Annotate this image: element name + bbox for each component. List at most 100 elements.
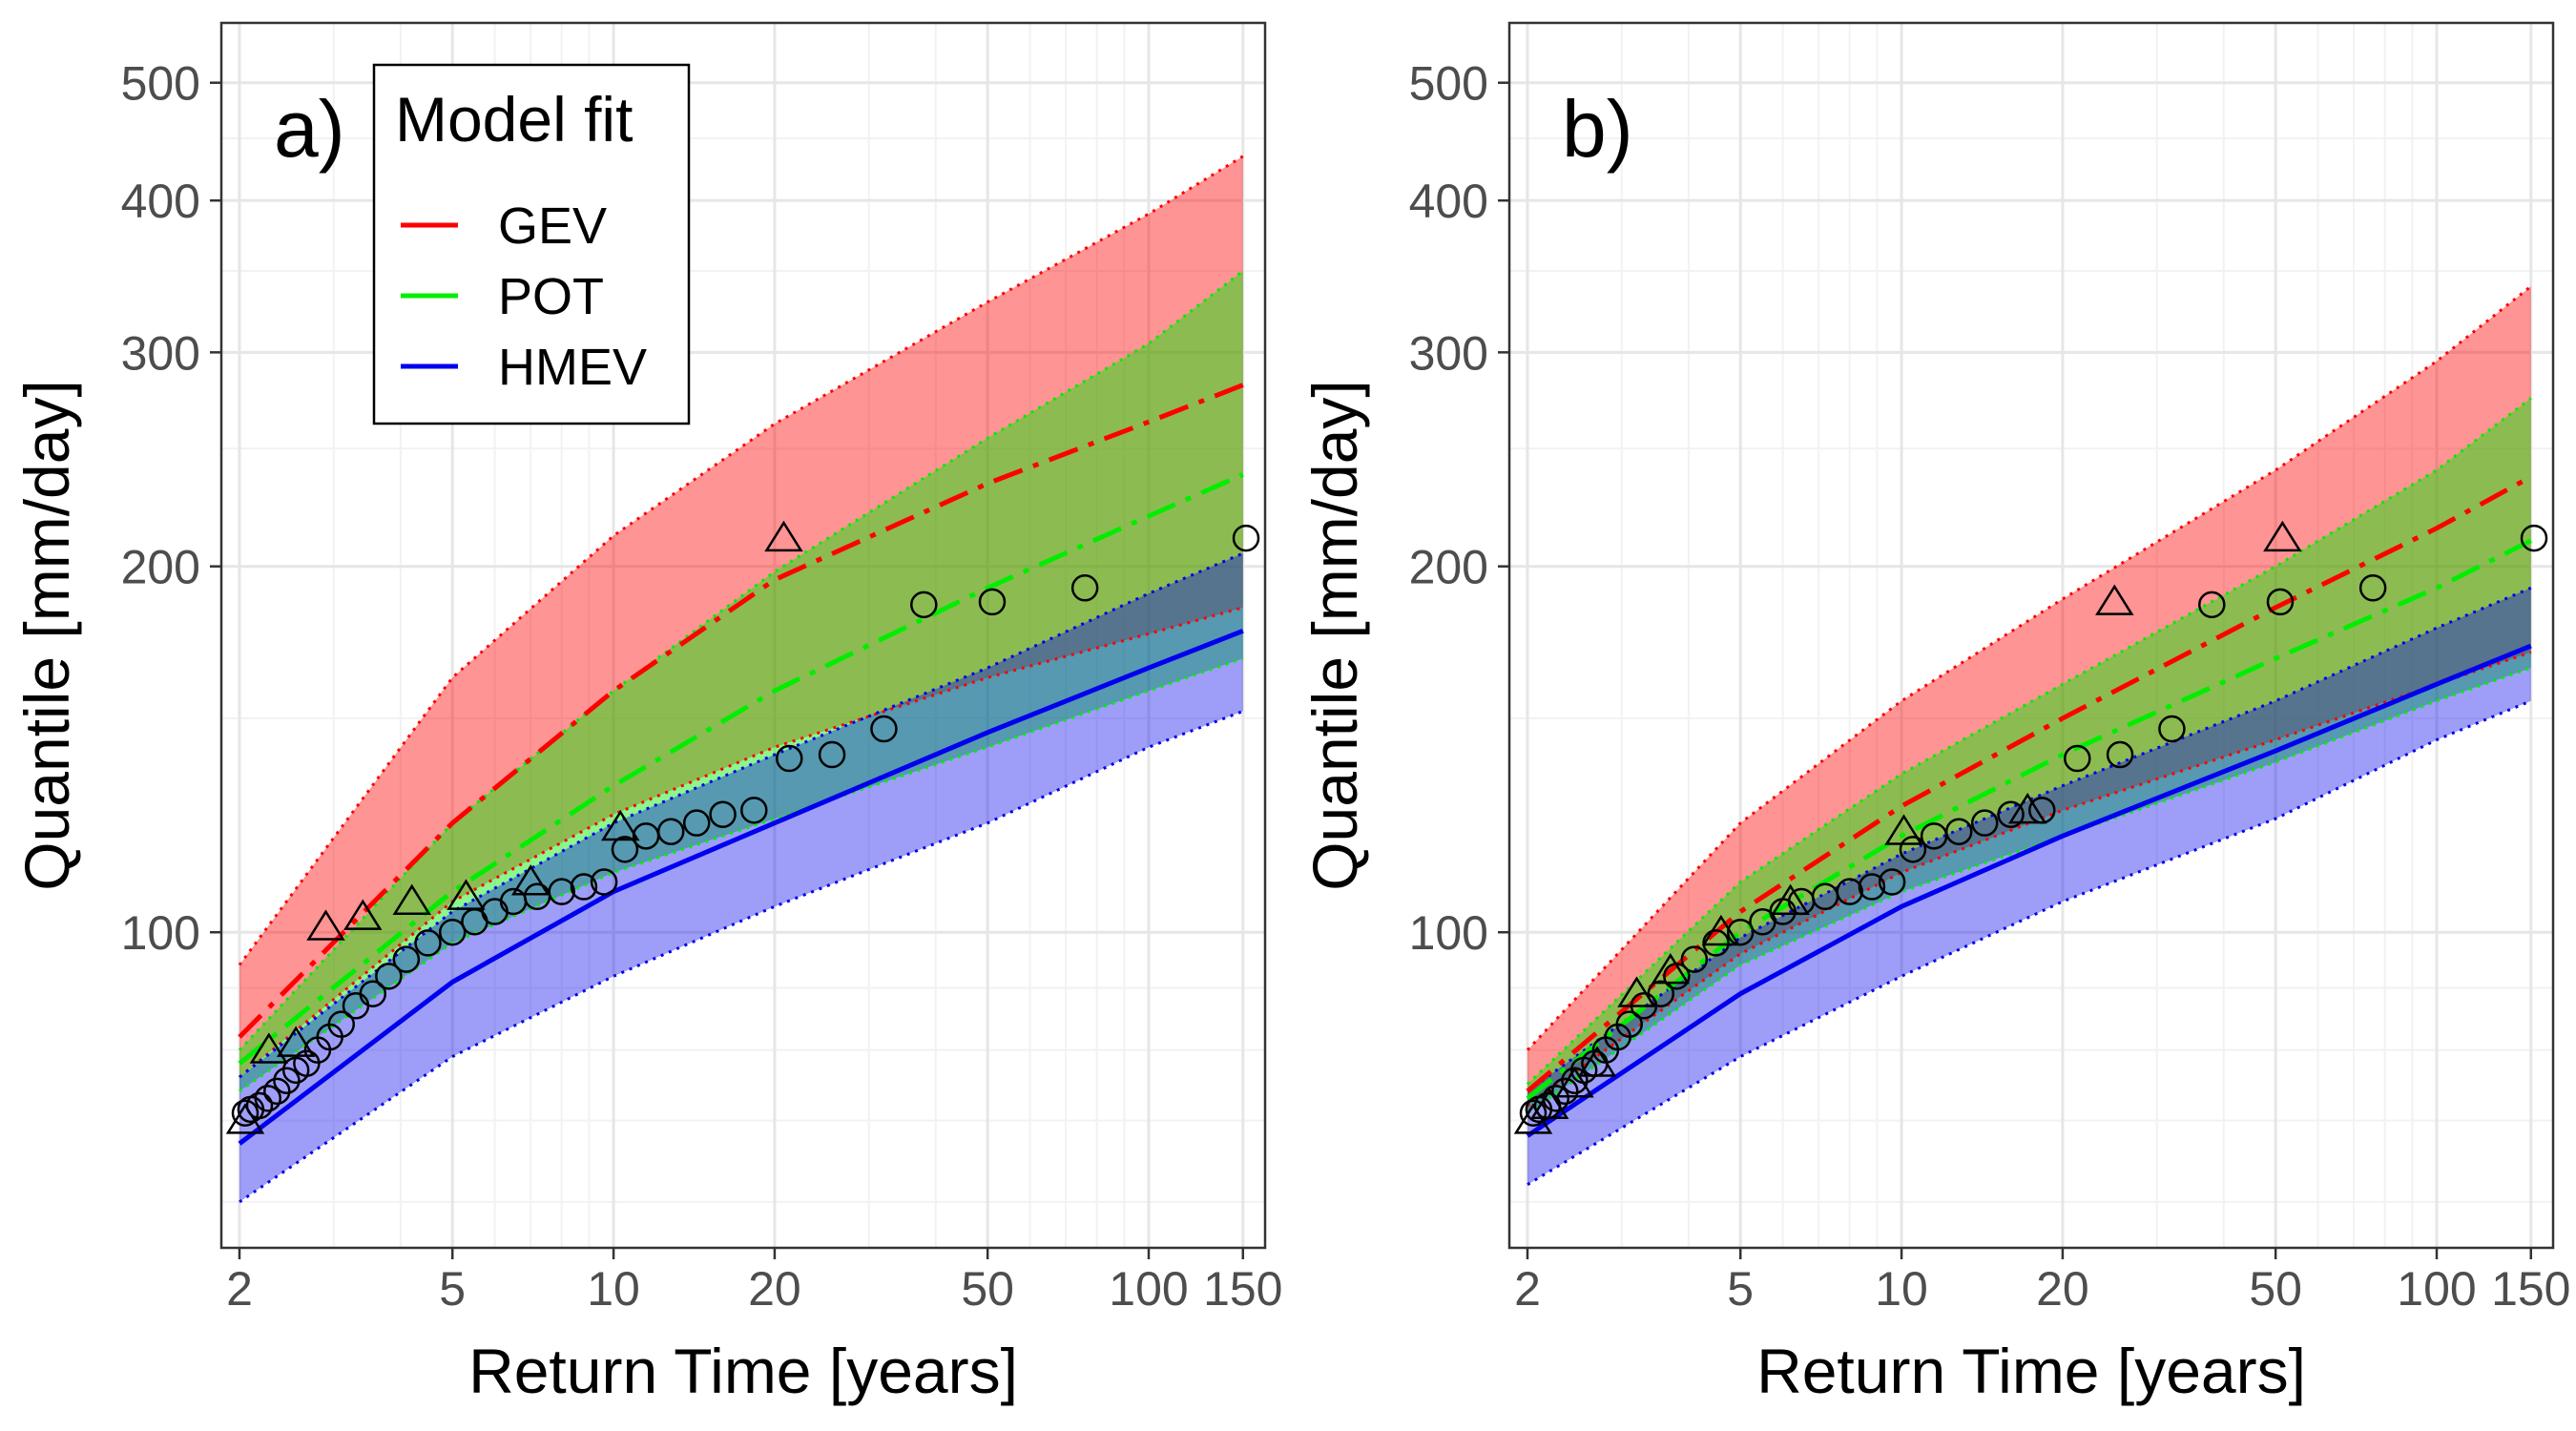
ribbon-pot bbox=[1527, 398, 2531, 1113]
observation-triangle bbox=[1529, 1088, 1569, 1120]
x-tick-label: 100 bbox=[1109, 1262, 1188, 1316]
x-tick-label: 20 bbox=[2036, 1262, 2089, 1316]
x-tick-label: 150 bbox=[1203, 1262, 1282, 1316]
observation-circle bbox=[1615, 1010, 1644, 1038]
observation-circle bbox=[2158, 715, 2186, 743]
x-tick-label: 2 bbox=[226, 1262, 253, 1316]
observation-circle bbox=[1836, 878, 1863, 905]
observation-circle bbox=[1070, 574, 1099, 602]
observation-triangle bbox=[764, 520, 803, 552]
observation-circle bbox=[1519, 1099, 1548, 1127]
x-tick-label: 50 bbox=[2249, 1262, 2302, 1316]
observation-triangle bbox=[225, 1103, 265, 1134]
observation-circle bbox=[414, 929, 442, 957]
series-line-gev bbox=[238, 383, 1244, 1039]
legend-title: Model fit bbox=[395, 84, 633, 155]
observation-circle bbox=[327, 1010, 356, 1038]
observation-circle bbox=[2358, 574, 2387, 602]
panel-label: a) bbox=[274, 84, 345, 174]
observation-circle bbox=[359, 980, 387, 1007]
observation-circle bbox=[2266, 588, 2295, 616]
ribbon-lower-pot bbox=[1527, 666, 2532, 1114]
x-tick-label: 100 bbox=[2397, 1262, 2476, 1316]
observation-triangle bbox=[601, 809, 640, 841]
observation-circle bbox=[611, 836, 639, 863]
panel-border bbox=[219, 21, 1267, 1250]
series-line-hmev bbox=[1526, 643, 2532, 1138]
y-tick-label: 100 bbox=[121, 906, 200, 960]
observation-circle bbox=[682, 809, 711, 837]
series-line-gev bbox=[1526, 474, 2532, 1093]
observation-circle bbox=[740, 797, 768, 824]
legend: Model fit GEV POT HMEV bbox=[372, 63, 691, 425]
observation-circle bbox=[1997, 800, 2025, 828]
observation-circle bbox=[438, 918, 467, 946]
plot-area bbox=[1513, 284, 2548, 1186]
x-tick-label: 2 bbox=[1514, 1262, 1541, 1316]
observation-triangle bbox=[1617, 976, 1656, 1007]
observation-circle bbox=[548, 878, 575, 905]
observation-triangle bbox=[1577, 1046, 1617, 1077]
observation-circle bbox=[570, 873, 598, 901]
observation-circle bbox=[590, 868, 618, 896]
observation-circle bbox=[656, 818, 685, 845]
observation-circle bbox=[2520, 524, 2548, 552]
observation-triangle bbox=[1651, 953, 1691, 985]
observation-circle bbox=[263, 1077, 291, 1106]
observation-triangle bbox=[392, 883, 431, 916]
x-axis-title: Return Time [years] bbox=[468, 1336, 1018, 1406]
observation-circle bbox=[392, 945, 421, 973]
observations bbox=[225, 520, 1260, 1134]
panel-border bbox=[1507, 21, 2555, 1250]
observation-circle bbox=[2198, 591, 2226, 619]
observation-triangle bbox=[343, 899, 383, 930]
ribbon-lower-hmev bbox=[239, 710, 1244, 1204]
observation-circle bbox=[1680, 945, 1709, 973]
observation-triangle bbox=[2095, 584, 2134, 615]
observation-circle bbox=[2106, 740, 2134, 769]
legend-label-hmev: HMEV bbox=[498, 339, 647, 396]
x-tick-label: 20 bbox=[748, 1262, 801, 1316]
y-tick-label: 400 bbox=[1409, 175, 1488, 228]
ribbon-lower-pot bbox=[239, 656, 1244, 1093]
grid bbox=[1509, 23, 2553, 1248]
observation-circle bbox=[1551, 1077, 1579, 1106]
series-line-pot bbox=[1526, 538, 2532, 1101]
y-tick-label: 300 bbox=[121, 326, 200, 380]
observation-circle bbox=[375, 963, 403, 990]
observation-circle bbox=[1647, 980, 1675, 1007]
observation-triangle bbox=[1555, 1067, 1594, 1098]
observation-circle bbox=[1858, 873, 1886, 901]
observation-triangle bbox=[1701, 914, 1741, 946]
x-tick-label: 50 bbox=[961, 1262, 1014, 1316]
ribbon-upper-hmev bbox=[1527, 586, 2532, 1093]
observation-circle bbox=[870, 715, 898, 743]
legend-label-gev: GEV bbox=[498, 197, 607, 255]
observation-triangle bbox=[2007, 792, 2047, 824]
series-line-hmev bbox=[238, 628, 1244, 1146]
panel-label: b) bbox=[1562, 84, 1633, 174]
panel-b: 2 5 10 20 50 100 150 100 200 300 400 500 Return Time… bbox=[1299, 21, 2571, 1406]
observation-circle bbox=[1899, 836, 1927, 863]
ribbon-lower-hmev bbox=[1527, 699, 2532, 1186]
x-tick-label: 150 bbox=[2491, 1262, 2570, 1316]
ribbon-upper-gev bbox=[1526, 284, 2532, 1051]
y-tick-label: 500 bbox=[1409, 57, 1488, 111]
series-line-pot bbox=[238, 472, 1244, 1066]
y-axis-title: Quantile [mm/day] bbox=[1299, 380, 1370, 891]
plot-area bbox=[225, 155, 1260, 1204]
ribbon-hmev bbox=[239, 553, 1243, 1202]
ribbon-pot bbox=[239, 271, 1243, 1091]
y-tick-label: 500 bbox=[121, 57, 200, 111]
observation-circle bbox=[273, 1067, 301, 1094]
x-tick-label: 10 bbox=[1875, 1262, 1928, 1316]
x-tick-label: 10 bbox=[587, 1262, 640, 1316]
observation-circle bbox=[709, 800, 737, 828]
y-tick-label: 100 bbox=[1409, 906, 1488, 960]
observation-triangle bbox=[306, 909, 345, 941]
ribbon-upper-pot bbox=[1526, 397, 2532, 1086]
observation-circle bbox=[1878, 868, 1906, 896]
y-tick-label: 200 bbox=[1409, 541, 1488, 594]
observation-circle bbox=[2064, 744, 2091, 773]
